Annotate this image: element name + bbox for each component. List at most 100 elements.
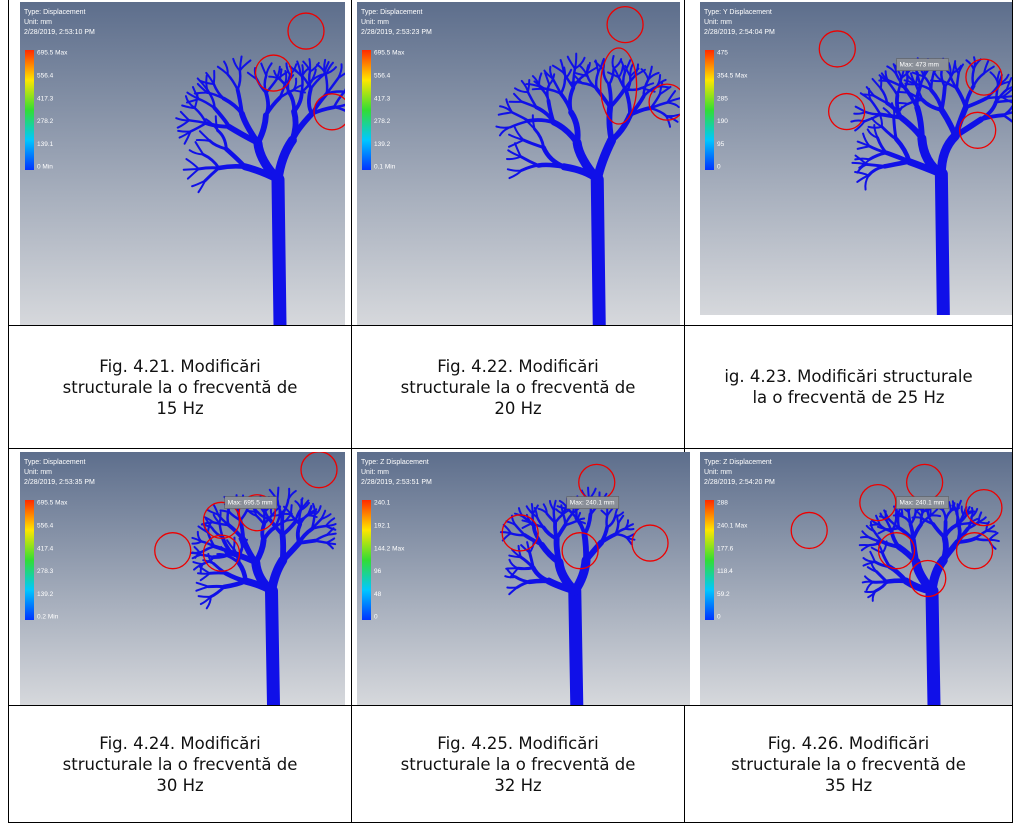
simulation-image: Type: Z Displacement Unit: mm 2/28/2019, 2… bbox=[700, 452, 1012, 705]
legend-header: Type: Displacement bbox=[24, 459, 86, 466]
branch bbox=[299, 541, 315, 543]
branch bbox=[912, 517, 922, 518]
legend-header: Type: Y Displacement bbox=[704, 9, 772, 16]
probe-label: Max: 240.1 mm bbox=[570, 499, 615, 506]
branch bbox=[496, 127, 510, 128]
legend-label: 417.3 bbox=[374, 95, 391, 102]
branch bbox=[277, 488, 278, 500]
colorbar bbox=[362, 500, 371, 620]
trunk bbox=[932, 591, 934, 705]
legend-header: 2/28/2019, 2:54:04 PM bbox=[704, 29, 775, 36]
branch bbox=[898, 515, 899, 528]
legend-header: Unit: mm bbox=[704, 19, 732, 26]
legend-label: 475 bbox=[717, 50, 728, 57]
branch bbox=[989, 540, 999, 541]
branch bbox=[309, 59, 310, 71]
legend-label: 118.4 bbox=[717, 568, 733, 575]
legend-label: 0 Min bbox=[37, 164, 53, 171]
probe-label: Max: 473 mm bbox=[900, 61, 939, 68]
legend-label: 556.4 bbox=[37, 523, 54, 530]
legend-header: 2/28/2019, 2:53:10 PM bbox=[24, 29, 95, 36]
branch bbox=[214, 71, 215, 84]
page: Type: Displacement Unit: mm 2/28/2019, 2:5… bbox=[0, 0, 1019, 823]
branch bbox=[609, 85, 611, 108]
branch bbox=[609, 107, 611, 140]
caption: Fig. 4.22. Modificăristructurale la o fr… bbox=[352, 326, 684, 448]
background bbox=[357, 452, 690, 705]
legend-label: 95 bbox=[717, 141, 725, 148]
legend-header: 2/28/2019, 2:53:23 PM bbox=[361, 29, 432, 36]
legend-label: 192.1 bbox=[374, 523, 391, 530]
legend-label: 144.2 Max bbox=[374, 545, 405, 552]
caption-line: Fig. 4.25. Modificări bbox=[437, 733, 598, 754]
colorbar bbox=[25, 50, 34, 170]
branch bbox=[855, 159, 869, 160]
caption: Fig. 4.21. Modificăristructurale la o fr… bbox=[9, 326, 351, 448]
branch bbox=[302, 77, 303, 92]
background bbox=[20, 2, 345, 325]
legend-label: 285 bbox=[717, 95, 728, 102]
branch bbox=[195, 93, 207, 94]
caption-line: structurale la o frecventă de bbox=[63, 377, 298, 398]
legend-label: 240.1 Max bbox=[717, 523, 748, 530]
legend-label: 96 bbox=[374, 568, 382, 575]
branch bbox=[518, 568, 533, 569]
branch bbox=[557, 539, 559, 562]
caption-line: Fig. 4.22. Modificări bbox=[437, 356, 598, 377]
caption-line: Fig. 4.24. Modificări bbox=[99, 733, 260, 754]
caption-line: la o frecventă de 25 Hz bbox=[752, 387, 944, 408]
legend-label: 556.4 bbox=[37, 73, 54, 80]
simulation-image: Type: DisplacementUnit: mm2/28/2019, 2:5… bbox=[20, 2, 345, 325]
legend-header: 2/28/2019, 2:53:35 PM bbox=[24, 479, 95, 486]
branch bbox=[192, 552, 202, 553]
caption-line: structurale la o frecventă de bbox=[63, 754, 298, 775]
legend-label: 139.1 bbox=[37, 141, 54, 148]
branch bbox=[996, 101, 1012, 103]
caption-line: Fig. 4.26. Modificări bbox=[768, 733, 929, 754]
legend-label: 177.6 bbox=[717, 545, 734, 552]
caption-line: 30 Hz bbox=[156, 775, 203, 796]
branch bbox=[327, 534, 336, 535]
legend-label: 556.4 bbox=[374, 73, 391, 80]
branch bbox=[881, 76, 882, 88]
legend-label: 278.2 bbox=[374, 118, 391, 125]
branch bbox=[931, 515, 940, 516]
legend-label: 695.5 Max bbox=[37, 500, 68, 507]
legend-header: 2/28/2019, 2:53:51 PM bbox=[361, 479, 432, 486]
legend-label: 240.1 bbox=[374, 500, 391, 507]
legend-label: 139.2 bbox=[37, 591, 54, 598]
branch bbox=[898, 92, 909, 93]
branch bbox=[326, 75, 327, 94]
caption-line: structurale la o frecventă de bbox=[401, 754, 636, 775]
branch bbox=[957, 504, 958, 514]
caption-line: structurale la o frecventă de bbox=[731, 754, 966, 775]
colorbar bbox=[705, 50, 714, 170]
trunk bbox=[941, 174, 943, 315]
branch bbox=[291, 505, 292, 514]
branch bbox=[886, 528, 899, 529]
branch bbox=[178, 131, 190, 132]
trunk bbox=[597, 180, 599, 325]
probe-label: Max: 695.5 mm bbox=[228, 499, 273, 506]
legend-header: Type: Z Displacement bbox=[704, 459, 772, 466]
legend-label: 278.3 bbox=[37, 568, 54, 575]
caption-line: 15 Hz bbox=[156, 398, 203, 419]
legend-header: Type: Displacement bbox=[24, 9, 86, 16]
table-border bbox=[8, 448, 1013, 449]
legend-header: 2/28/2019, 2:54:20 PM bbox=[704, 479, 775, 486]
simulation-image: Type: Y Displacement Unit: mm 2/28/2019, 2… bbox=[700, 2, 1012, 315]
legend-label: 354.5 Max bbox=[717, 73, 748, 80]
legend-label: 59.2 bbox=[717, 591, 730, 598]
legend-header: Unit: mm bbox=[704, 469, 732, 476]
background bbox=[20, 452, 345, 705]
branch bbox=[901, 508, 902, 517]
branch bbox=[625, 529, 633, 530]
legend-label: 417.4 bbox=[37, 545, 54, 552]
legend-header: Unit: mm bbox=[361, 19, 389, 26]
probe-label: Max: 240.1 mm bbox=[900, 499, 945, 506]
caption-line: 35 Hz bbox=[825, 775, 872, 796]
